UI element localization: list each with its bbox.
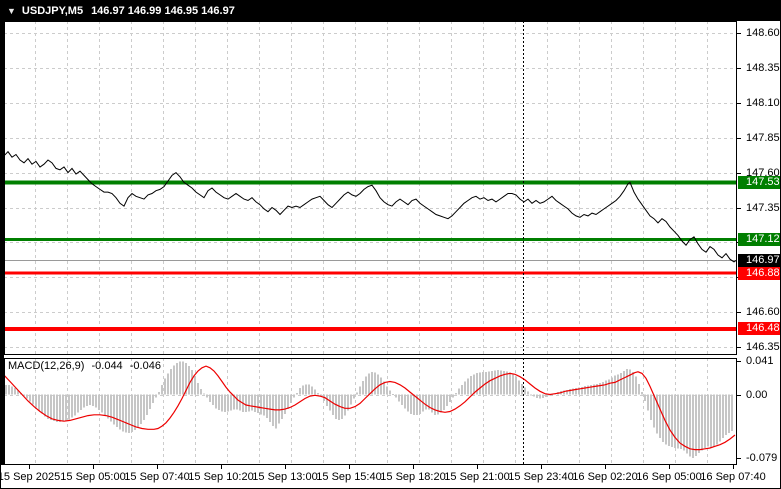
price-tick-label: 148.10 bbox=[746, 97, 780, 109]
ohlc-values: 146.97 146.99 146.95 146.97 bbox=[91, 4, 235, 17]
chart-title-bar: ▼ USDJPY,M5 146.97 146.99 146.95 146.97 bbox=[0, 0, 781, 21]
price-level-badge: 146.48 bbox=[738, 322, 780, 335]
price-level-badge: 146.97 bbox=[738, 254, 780, 267]
macd-indicator-panel[interactable] bbox=[4, 358, 737, 465]
time-tick-mark bbox=[605, 465, 606, 469]
time-tick-label: 15 Sep 21:00 bbox=[444, 471, 510, 483]
macd-signal-value: -0.046 bbox=[129, 360, 161, 372]
price-tick-mark bbox=[737, 312, 741, 313]
price-tick-label: 147.85 bbox=[746, 132, 780, 144]
macd-tick-mark bbox=[737, 395, 741, 396]
time-tick-mark bbox=[413, 465, 414, 469]
macd-chart-svg bbox=[4, 358, 737, 465]
time-tick-label: 15 Sep 18:20 bbox=[380, 471, 446, 483]
price-tick-mark bbox=[737, 173, 741, 174]
time-tick-mark bbox=[541, 465, 542, 469]
price-chart-svg bbox=[4, 21, 737, 355]
macd-indicator-caption: MACD(12,26,9) -0.044 -0.046 bbox=[8, 360, 165, 372]
price-tick-mark bbox=[737, 33, 741, 34]
price-level-badge: 147.12 bbox=[738, 233, 780, 246]
macd-name-label: MACD(12,26,9) bbox=[8, 360, 85, 372]
price-tick-mark bbox=[737, 68, 741, 69]
panel-divider[interactable] bbox=[4, 355, 737, 358]
time-tick-label: 15 Sep 23:40 bbox=[508, 471, 574, 483]
time-tick-label: 15 Sep 07:40 bbox=[124, 471, 190, 483]
macd-tick-label: -0.079 bbox=[746, 452, 778, 464]
time-tick-label: 15 Sep 10:20 bbox=[188, 471, 254, 483]
symbol-period-label: USDJPY,M5 bbox=[21, 4, 84, 17]
time-tick-label: 16 Sep 02:20 bbox=[572, 471, 638, 483]
macd-tick-label: 0.041 bbox=[746, 355, 774, 367]
time-tick-mark bbox=[221, 465, 222, 469]
price-axis: 148.60 148.35 148.10 147.85 147.60 147.35 147.… bbox=[737, 21, 780, 465]
time-tick-mark bbox=[669, 465, 670, 469]
time-tick-mark bbox=[157, 465, 158, 469]
price-chart-panel[interactable] bbox=[4, 21, 737, 355]
time-tick-label: 15 Sep 2025 bbox=[0, 471, 61, 483]
time-tick-label: 15 Sep 13:00 bbox=[252, 471, 318, 483]
price-tick-mark bbox=[737, 347, 741, 348]
macd-tick-mark bbox=[737, 458, 741, 459]
price-level-badge: 146.88 bbox=[738, 267, 780, 280]
time-tick-mark bbox=[93, 465, 94, 469]
time-tick-mark bbox=[477, 465, 478, 469]
price-tick-label: 146.35 bbox=[746, 341, 780, 353]
time-tick-mark bbox=[733, 465, 734, 469]
price-tick-label: 147.60 bbox=[746, 167, 780, 179]
price-tick-label: 147.35 bbox=[746, 202, 780, 214]
time-tick-mark bbox=[349, 465, 350, 469]
macd-tick-label: 0.00 bbox=[746, 389, 768, 401]
time-tick-label: 16 Sep 07:40 bbox=[700, 471, 766, 483]
price-tick-label: 148.35 bbox=[746, 62, 780, 74]
collapse-triangle-icon[interactable]: ▼ bbox=[7, 5, 16, 16]
price-tick-mark bbox=[737, 208, 741, 209]
price-tick-label: 146.60 bbox=[746, 306, 780, 318]
time-tick-label: 16 Sep 05:00 bbox=[636, 471, 702, 483]
time-tick-mark bbox=[285, 465, 286, 469]
time-tick-mark bbox=[29, 465, 30, 469]
price-tick-mark bbox=[737, 103, 741, 104]
time-axis: 15 Sep 2025 15 Sep 05:00 15 Sep 07:40 15 Se… bbox=[0, 465, 780, 488]
time-tick-label: 15 Sep 15:40 bbox=[316, 471, 382, 483]
macd-tick-mark bbox=[737, 361, 741, 362]
time-tick-label: 15 Sep 05:00 bbox=[60, 471, 126, 483]
price-level-badge: 147.53 bbox=[738, 176, 780, 189]
price-tick-label: 148.60 bbox=[746, 27, 780, 39]
macd-main-value: -0.044 bbox=[91, 360, 123, 372]
price-tick-mark bbox=[737, 138, 741, 139]
